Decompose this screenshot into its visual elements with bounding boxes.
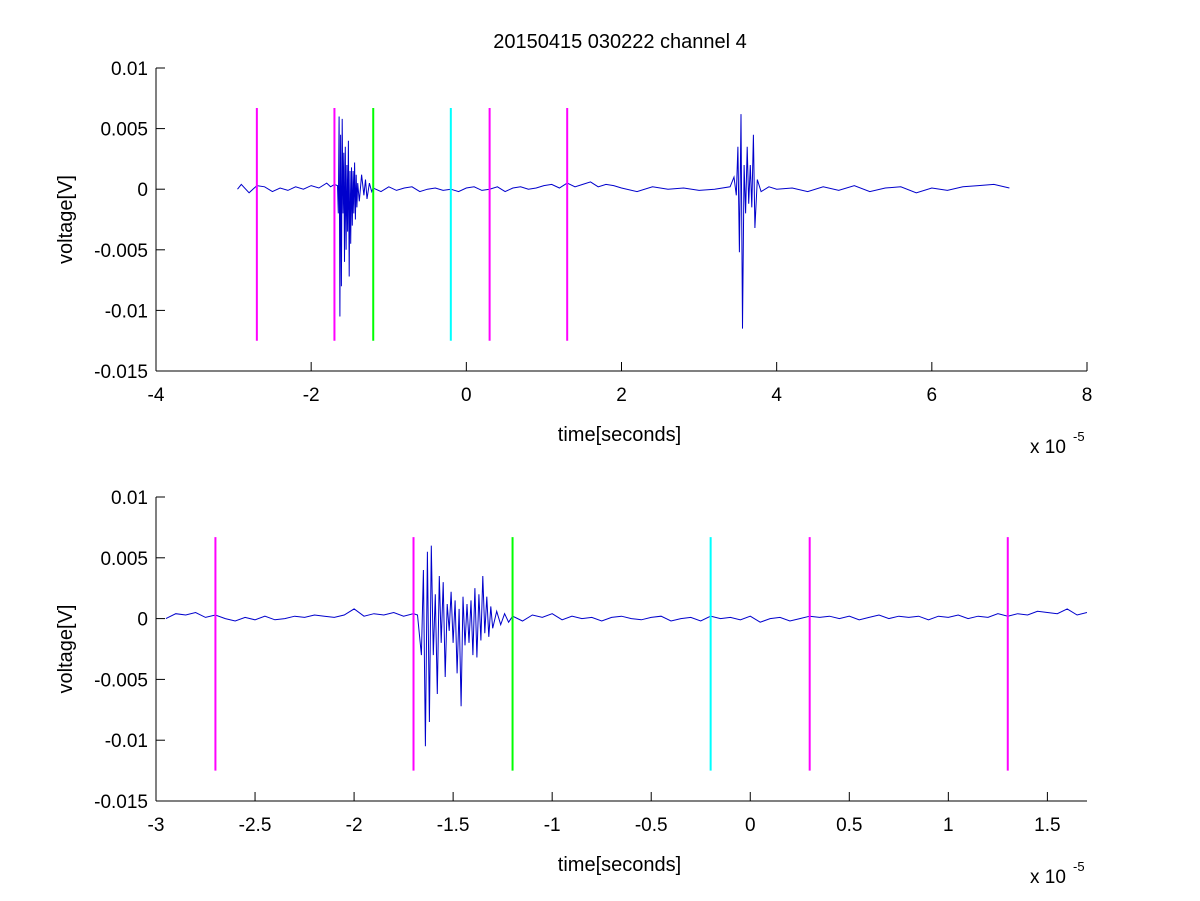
x-axis-label: time[seconds] xyxy=(558,854,681,876)
x-tick-label: 1 xyxy=(943,815,954,836)
x-multiplier-base: x 10 xyxy=(1030,437,1066,458)
y-tick-label: 0 xyxy=(137,610,148,631)
x-tick-label: -2 xyxy=(303,385,320,406)
x-tick-label: -2 xyxy=(346,815,363,836)
x-tick-label: 2 xyxy=(616,385,627,406)
x-tick-label: -3 xyxy=(148,815,165,836)
bottom-plot: 0.01 0.005 0 -0.005 -0.01 -0.015-3 -2.5 -2 -1.5 -… xyxy=(55,488,1087,888)
x-tick-label: 0 xyxy=(745,815,756,836)
y-tick-label: -0.015 xyxy=(94,792,148,813)
x-tick-label: -1.5 xyxy=(437,815,470,836)
x-multiplier-exponent: -5 xyxy=(1073,859,1085,874)
top-plot: 0.01 0.005 0 -0.005 -0.01 -0.015-4 -2 0 2 4 6 8 time… xyxy=(55,59,1092,458)
y-tick-label: 0.005 xyxy=(100,549,148,570)
y-tick-label: -0.005 xyxy=(94,670,148,691)
y-tick-label: -0.015 xyxy=(94,362,148,383)
x-tick-label: 8 xyxy=(1082,385,1093,406)
x-tick-label: -4 xyxy=(148,385,165,406)
x-multiplier-exponent: -5 xyxy=(1073,429,1085,444)
x-tick-label: -0.5 xyxy=(635,815,668,836)
y-tick-label: 0 xyxy=(137,180,148,201)
x-tick-label: 1.5 xyxy=(1034,815,1060,836)
x-tick-label: 0 xyxy=(461,385,472,406)
x-multiplier-base: x 10 xyxy=(1030,867,1066,888)
x-tick-label: -1 xyxy=(544,815,561,836)
x-axis-label: time[seconds] xyxy=(558,424,681,446)
voltage-trace-line xyxy=(165,545,1087,747)
y-tick-label: 0.01 xyxy=(111,59,148,80)
x-tick-label: 4 xyxy=(771,385,782,406)
figure-title: 20150415 030222 channel 4 xyxy=(493,31,747,53)
y-tick-label: -0.01 xyxy=(105,301,148,322)
y-tick-label: 0.005 xyxy=(100,120,148,141)
voltage-trace-line xyxy=(237,114,1010,329)
y-tick-label: -0.01 xyxy=(105,731,148,752)
x-tick-label: 0.5 xyxy=(836,815,862,836)
y-tick-label: 0.01 xyxy=(111,488,148,509)
y-tick-label: -0.005 xyxy=(94,241,148,262)
x-tick-label: 6 xyxy=(927,385,938,406)
y-axis-label: voltage[V] xyxy=(55,605,77,694)
x-tick-label: -2.5 xyxy=(239,815,272,836)
y-axis-label: voltage[V] xyxy=(55,175,77,264)
